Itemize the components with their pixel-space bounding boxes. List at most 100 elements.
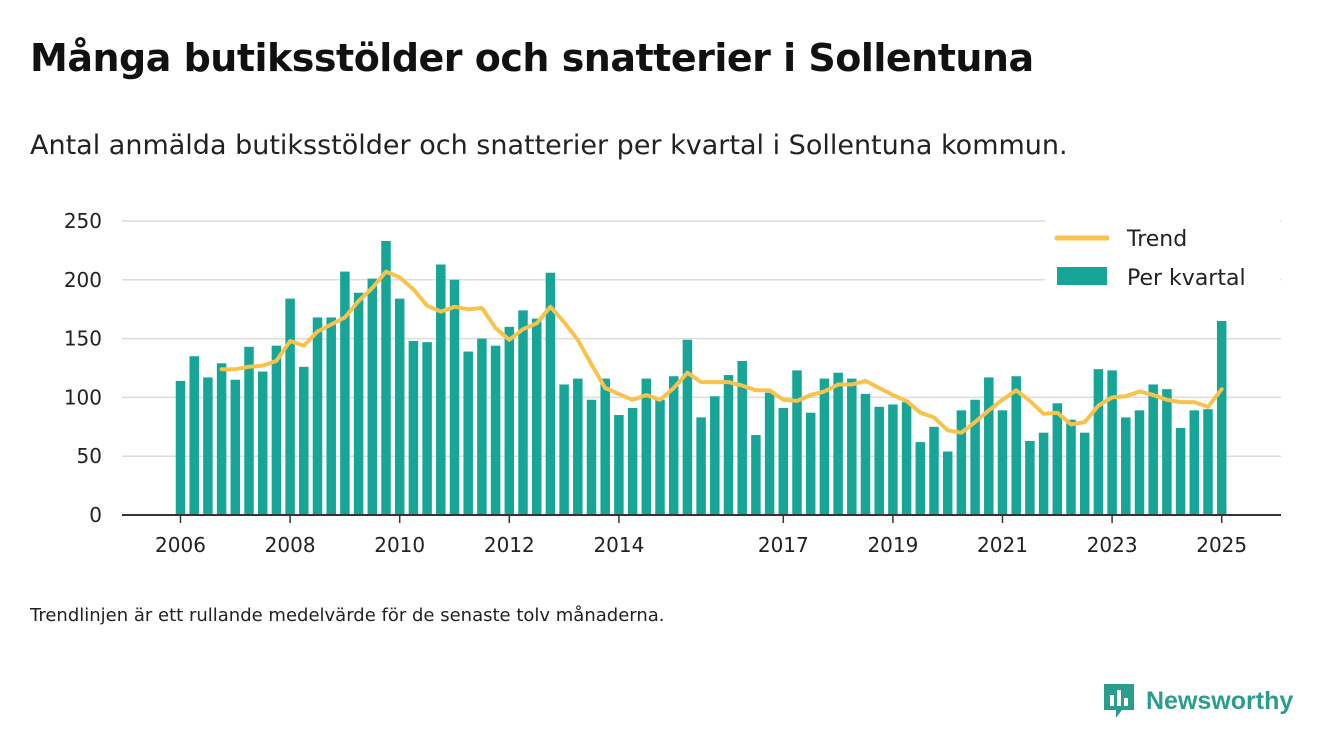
bar bbox=[408, 340, 419, 515]
bar bbox=[627, 407, 638, 515]
x-tick-label: 2014 bbox=[593, 533, 644, 557]
bar bbox=[203, 377, 213, 515]
x-tick-label: 2010 bbox=[374, 533, 425, 557]
bar bbox=[559, 384, 569, 515]
bar bbox=[230, 379, 241, 515]
bar bbox=[723, 375, 734, 515]
bar bbox=[1203, 409, 1213, 515]
bar bbox=[1025, 440, 1035, 515]
bar bbox=[751, 435, 761, 515]
bar bbox=[984, 377, 994, 515]
bar bbox=[490, 345, 501, 515]
bar bbox=[216, 363, 227, 515]
bar bbox=[175, 380, 186, 515]
trend-line bbox=[219, 269, 1224, 435]
bar bbox=[545, 272, 556, 515]
bar bbox=[353, 292, 364, 515]
y-tick-label: 50 bbox=[77, 444, 102, 468]
bar bbox=[805, 412, 816, 515]
chart: 0 50 100 150 200 250 2006 2008 2010 2012 2014 2017… bbox=[64, 209, 1281, 557]
legend-background bbox=[1045, 217, 1280, 299]
legend-bar-label: Per kvartal bbox=[1127, 266, 1246, 291]
bar bbox=[573, 378, 583, 515]
bar bbox=[1216, 320, 1227, 515]
bar bbox=[1189, 410, 1200, 515]
bar bbox=[367, 278, 378, 515]
bar bbox=[449, 279, 460, 515]
x-axis-ticks: 2006 2008 2010 2012 2014 2017 2019 2021 2023 2025 bbox=[155, 515, 1247, 557]
newsworthy-logo-icon bbox=[1104, 684, 1134, 718]
bar bbox=[1011, 376, 1021, 515]
brand-name: Newsworthy bbox=[1146, 686, 1294, 715]
y-tick-label: 250 bbox=[64, 209, 102, 233]
bar bbox=[1038, 432, 1049, 515]
bar bbox=[271, 345, 282, 515]
bar bbox=[847, 378, 857, 515]
bar bbox=[997, 410, 1008, 515]
x-tick-label: 2008 bbox=[265, 533, 316, 557]
bar bbox=[737, 360, 747, 515]
bar bbox=[764, 392, 775, 515]
bar bbox=[1162, 389, 1172, 515]
bar bbox=[888, 404, 898, 515]
bar bbox=[1148, 384, 1158, 515]
bar bbox=[1093, 369, 1104, 515]
bar bbox=[463, 351, 473, 515]
bar bbox=[1107, 370, 1117, 515]
bar bbox=[381, 240, 391, 515]
bar bbox=[655, 399, 665, 515]
bar bbox=[710, 396, 720, 515]
x-tick-label: 2021 bbox=[977, 533, 1028, 557]
bar bbox=[518, 310, 528, 515]
bar bbox=[436, 264, 446, 515]
bar bbox=[901, 402, 912, 515]
bar bbox=[929, 426, 939, 515]
bar bbox=[1079, 432, 1090, 515]
bar bbox=[257, 371, 268, 515]
bar bbox=[189, 356, 199, 515]
bar bbox=[1134, 410, 1145, 515]
bar bbox=[477, 338, 487, 515]
bar bbox=[860, 393, 871, 515]
bar bbox=[394, 298, 405, 515]
x-tick-label: 2023 bbox=[1087, 533, 1138, 557]
bar bbox=[1175, 427, 1186, 515]
bar bbox=[422, 342, 432, 515]
y-tick-label: 0 bbox=[89, 503, 102, 527]
bar bbox=[641, 378, 652, 515]
bars bbox=[175, 240, 1227, 515]
bar bbox=[1066, 419, 1076, 515]
bar bbox=[956, 410, 967, 515]
bar bbox=[326, 317, 336, 515]
bar bbox=[586, 399, 597, 515]
x-tick-label: 2012 bbox=[484, 533, 535, 557]
bar bbox=[244, 346, 254, 515]
legend-bar-swatch bbox=[1057, 267, 1107, 285]
bar bbox=[285, 298, 295, 515]
bar bbox=[668, 376, 679, 515]
bar bbox=[874, 406, 884, 515]
bar bbox=[970, 399, 980, 515]
x-tick-label: 2025 bbox=[1196, 533, 1247, 557]
bar bbox=[696, 417, 706, 515]
y-tick-label: 200 bbox=[64, 268, 102, 292]
x-tick-label: 2019 bbox=[867, 533, 918, 557]
bar bbox=[682, 339, 693, 515]
bar bbox=[778, 407, 789, 515]
y-tick-label: 150 bbox=[64, 327, 102, 351]
bar bbox=[792, 370, 802, 515]
bar bbox=[942, 451, 953, 515]
bar bbox=[1052, 403, 1063, 515]
brand-logo: Newsworthy bbox=[1102, 682, 1293, 720]
bar bbox=[819, 378, 830, 515]
bar bbox=[340, 271, 350, 515]
bar bbox=[915, 442, 926, 515]
y-axis-ticks: 0 50 100 150 200 250 bbox=[64, 209, 102, 527]
x-tick-label: 2017 bbox=[758, 533, 809, 557]
bar bbox=[1121, 417, 1131, 515]
y-tick-label: 100 bbox=[64, 385, 102, 409]
chart-subtitle: Antal anmälda butiksstölder och snatteri… bbox=[30, 130, 1068, 161]
bar bbox=[614, 415, 624, 515]
bar bbox=[833, 372, 843, 515]
chart-title: Många butiksstölder och snatterier i Sol… bbox=[30, 36, 1034, 80]
